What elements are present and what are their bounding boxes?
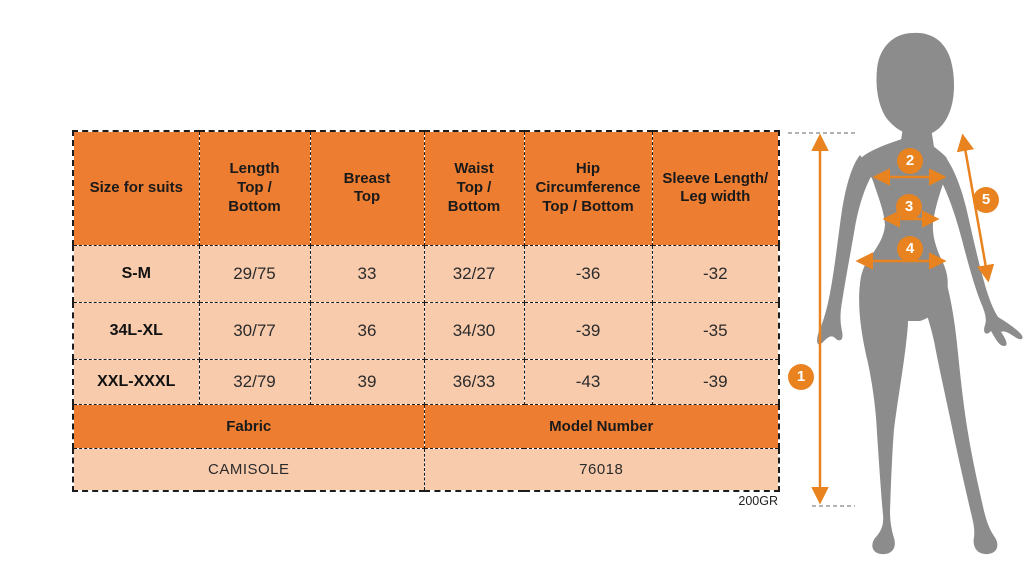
- length-value: 30/77: [198, 301, 311, 360]
- breast-value: 39: [309, 358, 425, 405]
- col-header-sleeve: Sleeve Length/ Leg width: [651, 130, 780, 246]
- fabric-value: CAMISOLE: [72, 447, 425, 492]
- size-label: 34L-XL: [72, 301, 200, 360]
- weight-footnote: 200GR: [738, 494, 778, 508]
- hip-value: -36: [523, 244, 653, 303]
- hip-value: -39: [523, 301, 653, 360]
- sleeve-value: -35: [651, 301, 780, 360]
- fabric-header-row: Fabric Model Number: [72, 403, 780, 449]
- length-value: 32/79: [198, 358, 311, 405]
- model-number-header: Model Number: [423, 403, 780, 449]
- header-row: Size for suits Length Top / Bottom Breas…: [72, 130, 780, 246]
- waist-value: 36/33: [423, 358, 525, 405]
- sleeve-value: -39: [651, 358, 780, 405]
- body-silhouette: [817, 32, 1023, 555]
- col-header-waist: Waist Top / Bottom: [423, 130, 525, 246]
- marker-1: 1: [788, 364, 814, 390]
- size-chart-table: Size for suits Length Top / Bottom Breas…: [72, 130, 780, 492]
- marker-2: 2: [897, 148, 923, 174]
- marker-3: 3: [896, 194, 922, 220]
- hip-value: -43: [523, 358, 653, 405]
- col-header-size: Size for suits: [72, 130, 200, 246]
- col-header-length: Length Top / Bottom: [198, 130, 311, 246]
- size-label: XXL-XXXL: [72, 358, 200, 405]
- marker-4: 4: [897, 236, 923, 262]
- dashed-guide-lines: [788, 132, 856, 507]
- breast-value: 36: [309, 301, 425, 360]
- breast-value: 33: [309, 244, 425, 303]
- marker-5: 5: [973, 187, 999, 213]
- waist-value: 34/30: [423, 301, 525, 360]
- sleeve-value: -32: [651, 244, 780, 303]
- waist-value: 32/27: [423, 244, 525, 303]
- fabric-header: Fabric: [72, 403, 425, 449]
- table-row: XXL-XXXL 32/79 39 36/33 -43 -39: [72, 358, 780, 405]
- fabric-value-row: CAMISOLE 76018: [72, 447, 780, 492]
- col-header-breast: Breast Top: [309, 130, 425, 246]
- female-silhouette-illustration: [788, 32, 1023, 555]
- table-row: 34L-XL 30/77 36 34/30 -39 -35: [72, 301, 780, 360]
- length-value: 29/75: [198, 244, 311, 303]
- size-label: S-M: [72, 244, 200, 303]
- col-header-hip: Hip Circumference Top / Bottom: [523, 130, 653, 246]
- model-number-value: 76018: [423, 447, 780, 492]
- measurement-figure: 1 2 3 4 5: [780, 25, 1024, 569]
- table-row: S-M 29/75 33 32/27 -36 -32: [72, 244, 780, 303]
